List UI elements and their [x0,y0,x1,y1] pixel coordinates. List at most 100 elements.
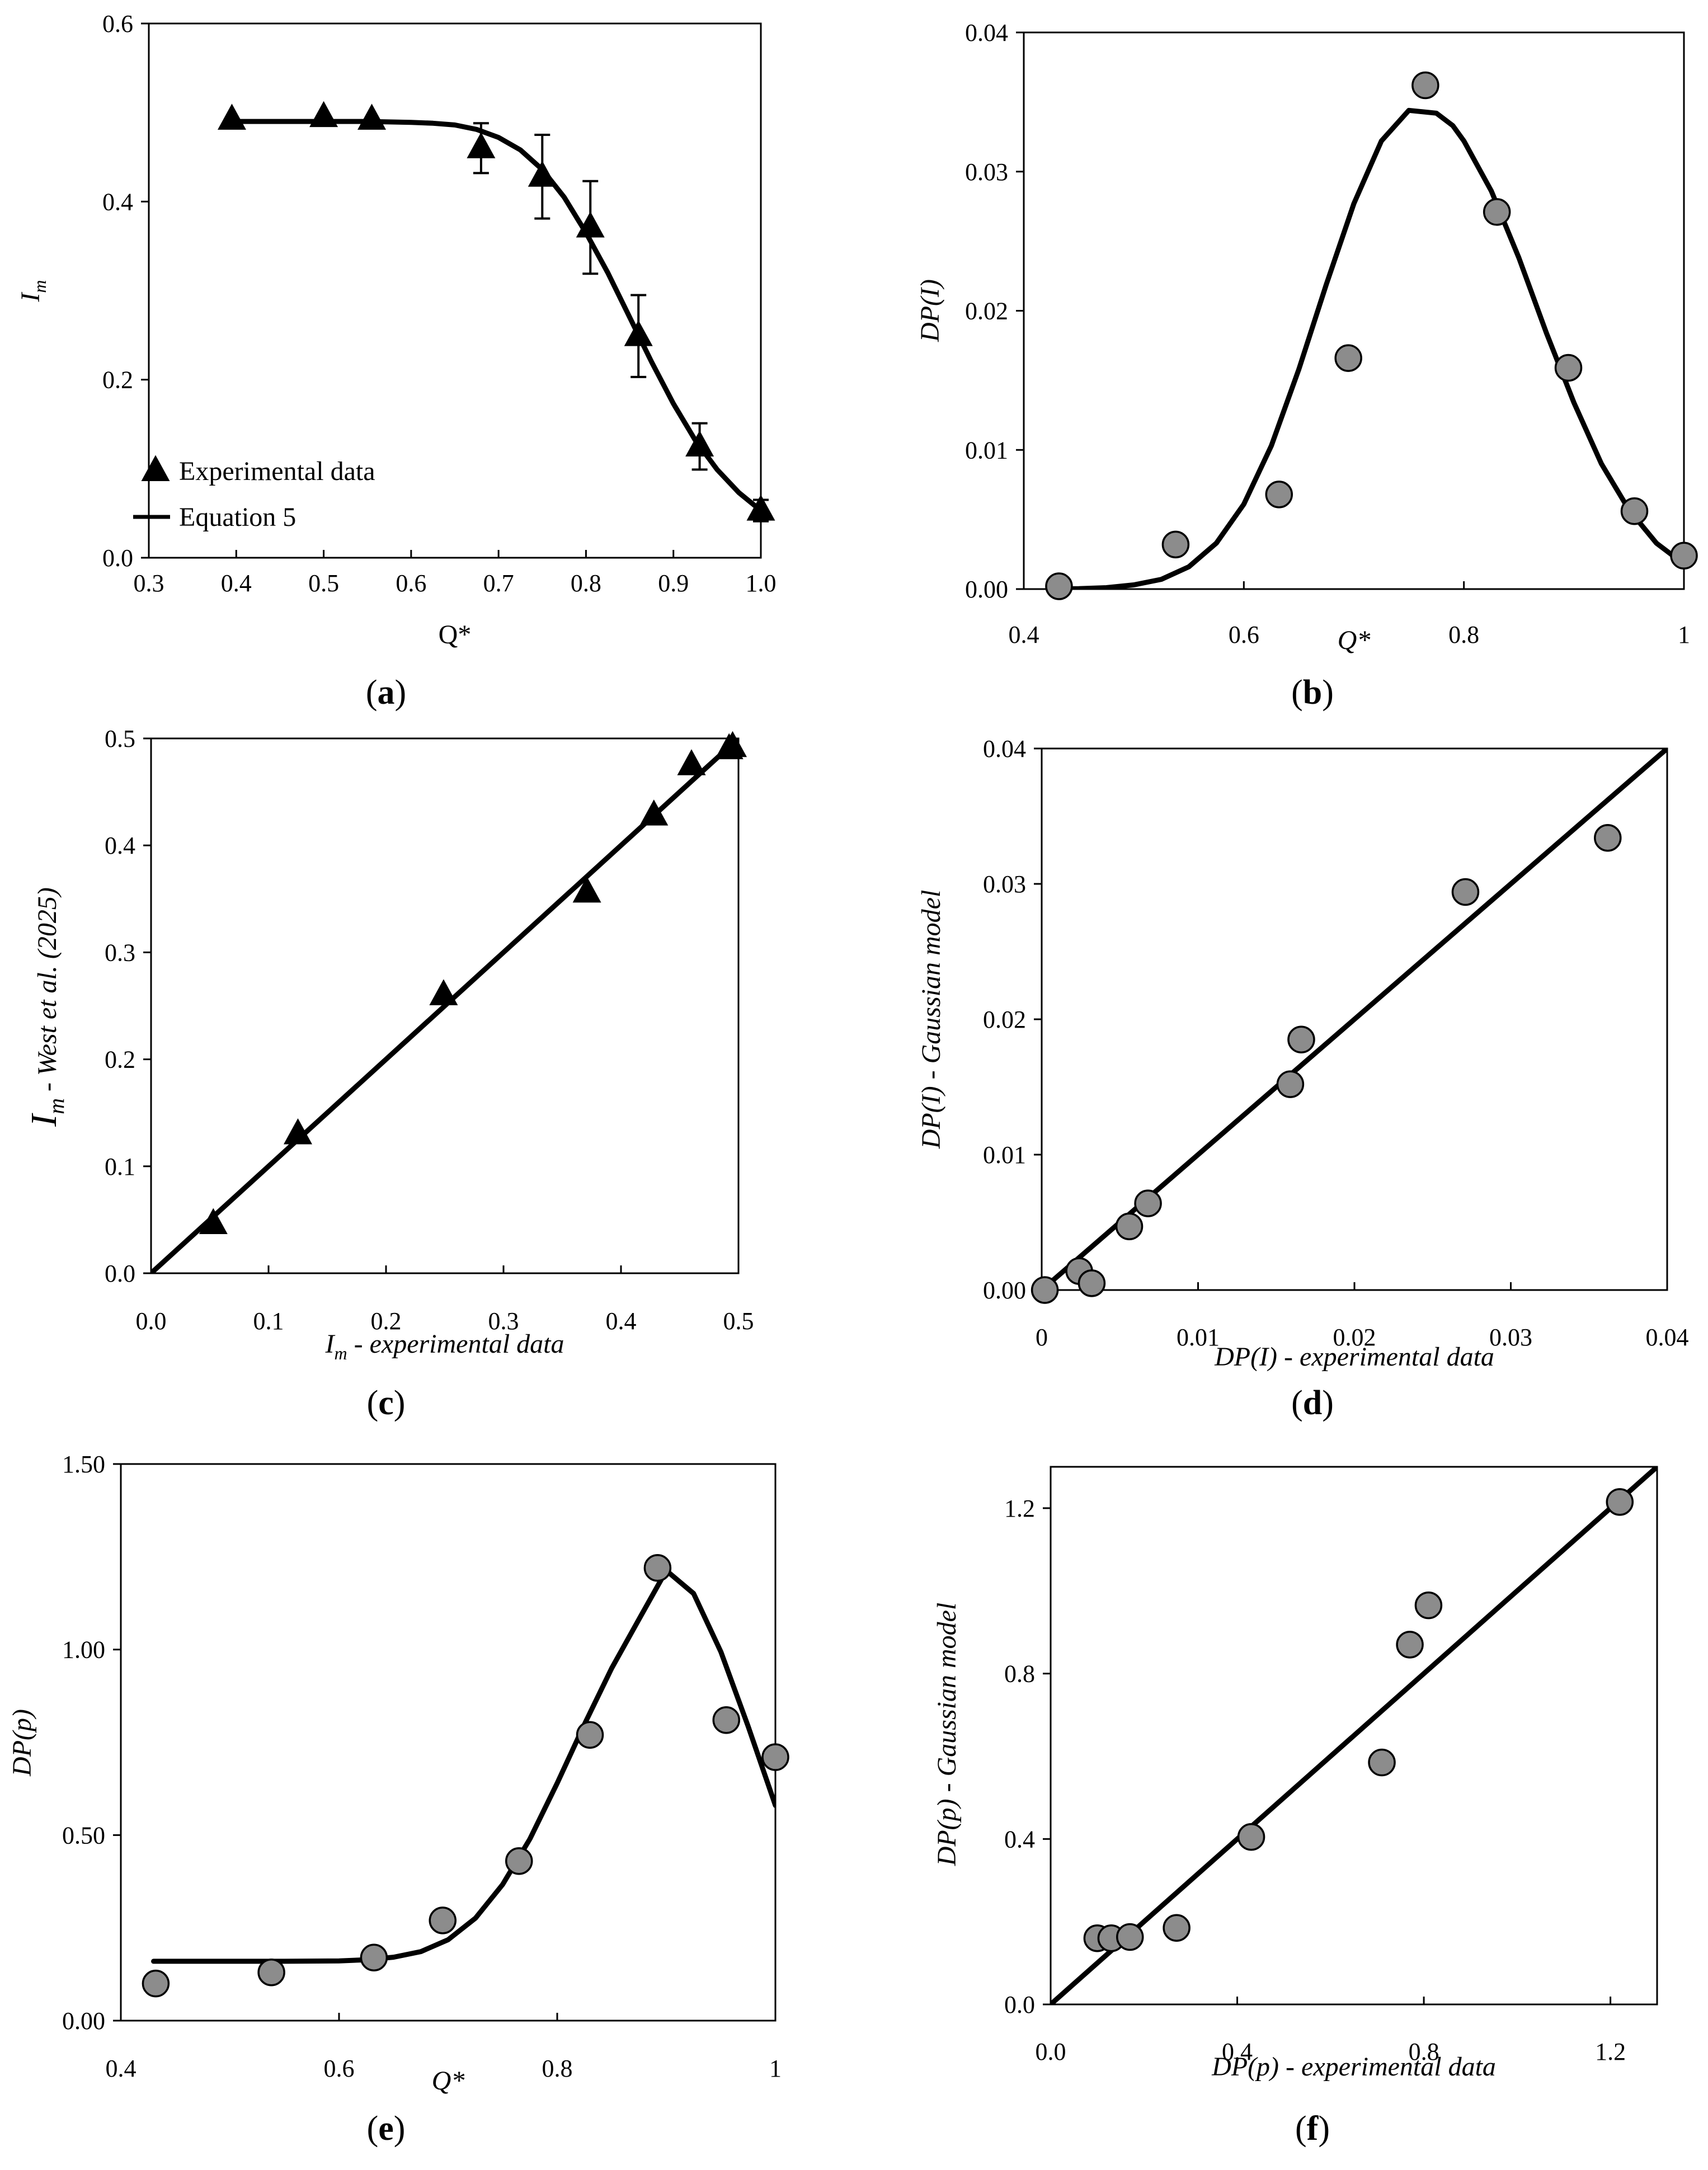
y-axis-title: Im [16,280,50,302]
data-point-circle [1411,71,1439,100]
x-tick-label: 0.6 [396,569,426,597]
y-tick-label: 0.00 [965,576,1008,603]
data-point-circle [1368,1748,1396,1777]
x-tick-label: 0.3 [134,569,164,597]
y-tick-label: 0.4 [102,188,133,215]
one-to-one-line [151,738,738,1273]
x-tick-label: 1.2 [1595,2038,1626,2065]
x-tick-label: 0.4 [1009,621,1039,648]
y-tick-label: 1.00 [62,1636,105,1664]
data-point-triangle [217,103,246,130]
y-tick-label: 0.3 [105,939,135,966]
x-tick-label: 0.02 [1333,1324,1376,1351]
y-tick-label: 0.02 [965,298,1008,325]
y-tick-label: 0.0 [105,1260,135,1287]
y-tick-label: 0.0 [1004,1991,1035,2018]
data-point-circle [1414,1591,1443,1620]
y-tick-label: 0.50 [62,1821,105,1849]
y-axis-title: DP(p) [7,1709,37,1777]
y-tick-label: 1.50 [62,1451,105,1478]
x-tick-label: 0.6 [1229,621,1259,648]
plot-area-frame [148,22,762,559]
panel-label: (c) [367,1384,406,1422]
data-point-circle [1483,198,1511,226]
data-point-circle [576,1721,604,1749]
chart-panel-f: 0.0 0.4 0.8 1.2 0.0 0.4 0.8 1.2 DP(p) - Gaussian… [932,1466,1658,2148]
x-axis-title: Q* [432,2066,465,2096]
data-point-circle [142,1969,170,1998]
data-point-triangle [718,731,747,757]
data-point-circle [1606,1488,1634,1516]
data-point-circle [505,1847,533,1875]
data-point-triangle [639,799,669,826]
data-point-triangle [467,132,496,158]
y-tick-label: 0.8 [1004,1660,1035,1688]
x-tick-label: 0.0 [1036,2038,1066,2065]
y-tick-label: 0.02 [983,1006,1026,1033]
data-point-triangle [309,101,338,128]
x-tick-label: 0.0 [136,1307,167,1335]
y-tick-label: 0.5 [105,725,135,752]
x-tick-label: 0.4 [106,2055,137,2082]
x-tick-label: 0.4 [606,1307,637,1335]
data-point-triangle [685,430,714,457]
chart-panel-b: 0.4 0.6 0.8 1 0.00 0.01 0.02 0.03 0.04 DP(I) Q*(b) [915,19,1698,712]
data-point-circle [1276,1070,1305,1098]
panel-label: (f) [1295,2110,1330,2148]
x-tick-label: 0.7 [483,569,514,597]
data-point-triangle [284,1118,312,1145]
y-tick-label: 0.03 [965,158,1008,186]
data-point-circle [1396,1631,1424,1659]
chart-panel-a: 0.3 0.4 0.5 0.6 0.7 0.8 0.9 1.0 0.0 0.2 0.4 0.6 Im Q*… [16,10,777,712]
data-point-circle [429,1907,457,1934]
data-point-circle [1670,542,1698,570]
data-point-circle [1620,497,1649,525]
model-curve [151,1568,775,1964]
x-tick-label: 1 [1678,621,1690,648]
y-tick-label: 0.04 [965,19,1008,46]
legend-label: Experimental data [179,456,375,486]
x-tick-label: 0.03 [1489,1324,1532,1351]
plot-area-frame [150,737,740,1274]
data-point-circle [360,1943,388,1971]
y-axis-title: DP(p) - Gaussian model [932,1603,962,1867]
data-point-circle [1163,1914,1191,1942]
legend: Experimental data Equation 5 [133,455,375,532]
x-tick-label: 0.8 [571,569,601,597]
y-axis-title: DP(I) - Gaussian model [916,890,946,1150]
y-axis-title: DP(I) [915,279,945,342]
data-point-circle [257,1959,285,1987]
one-to-one-line [1051,1467,1657,2004]
data-point-circle [1554,354,1583,382]
x-tick-label: 0.04 [1646,1324,1689,1351]
x-tick-label: 1 [769,2055,782,2082]
x-tick-label: 0.8 [1448,621,1479,648]
panel-label: (d) [1291,1384,1334,1422]
x-tick-label: 0.1 [253,1307,284,1335]
x-tick-label: 0.8 [542,2055,573,2082]
panel-label: (a) [366,674,406,712]
y-tick-label: 0.0 [102,544,133,572]
data-point-circle [1265,481,1293,509]
x-axis-title: Q* [439,620,472,649]
plot-area-frame [1023,31,1685,590]
data-point-triangle [576,211,605,238]
x-axis-title: DP(I) - experimental data [1214,1342,1494,1372]
x-tick-label: 0.01 [1177,1324,1220,1351]
y-tick-label: 0.2 [105,1046,135,1074]
x-axis-title: DP(p) - experimental data [1211,2052,1496,2082]
data-point-circle [712,1706,740,1734]
chart-panel-e: 0.4 0.6 0.8 1 0.00 0.50 1.00 1.50 DP(p) Q* (e) [7,1451,789,2148]
y-tick-label: 0.4 [105,832,135,859]
model-curve [229,119,761,514]
data-point-triangle [677,749,706,775]
y-tick-label: 0.2 [102,366,133,394]
y-tick-label: 0.01 [983,1141,1026,1169]
x-axis-title: Q* [1338,625,1371,655]
panel-label: (e) [367,2110,406,2148]
x-tick-label: 0.5 [723,1307,754,1335]
y-tick-label: 0.03 [983,870,1026,898]
data-point-triangle [572,876,601,903]
x-tick-label: 0.9 [658,569,689,597]
